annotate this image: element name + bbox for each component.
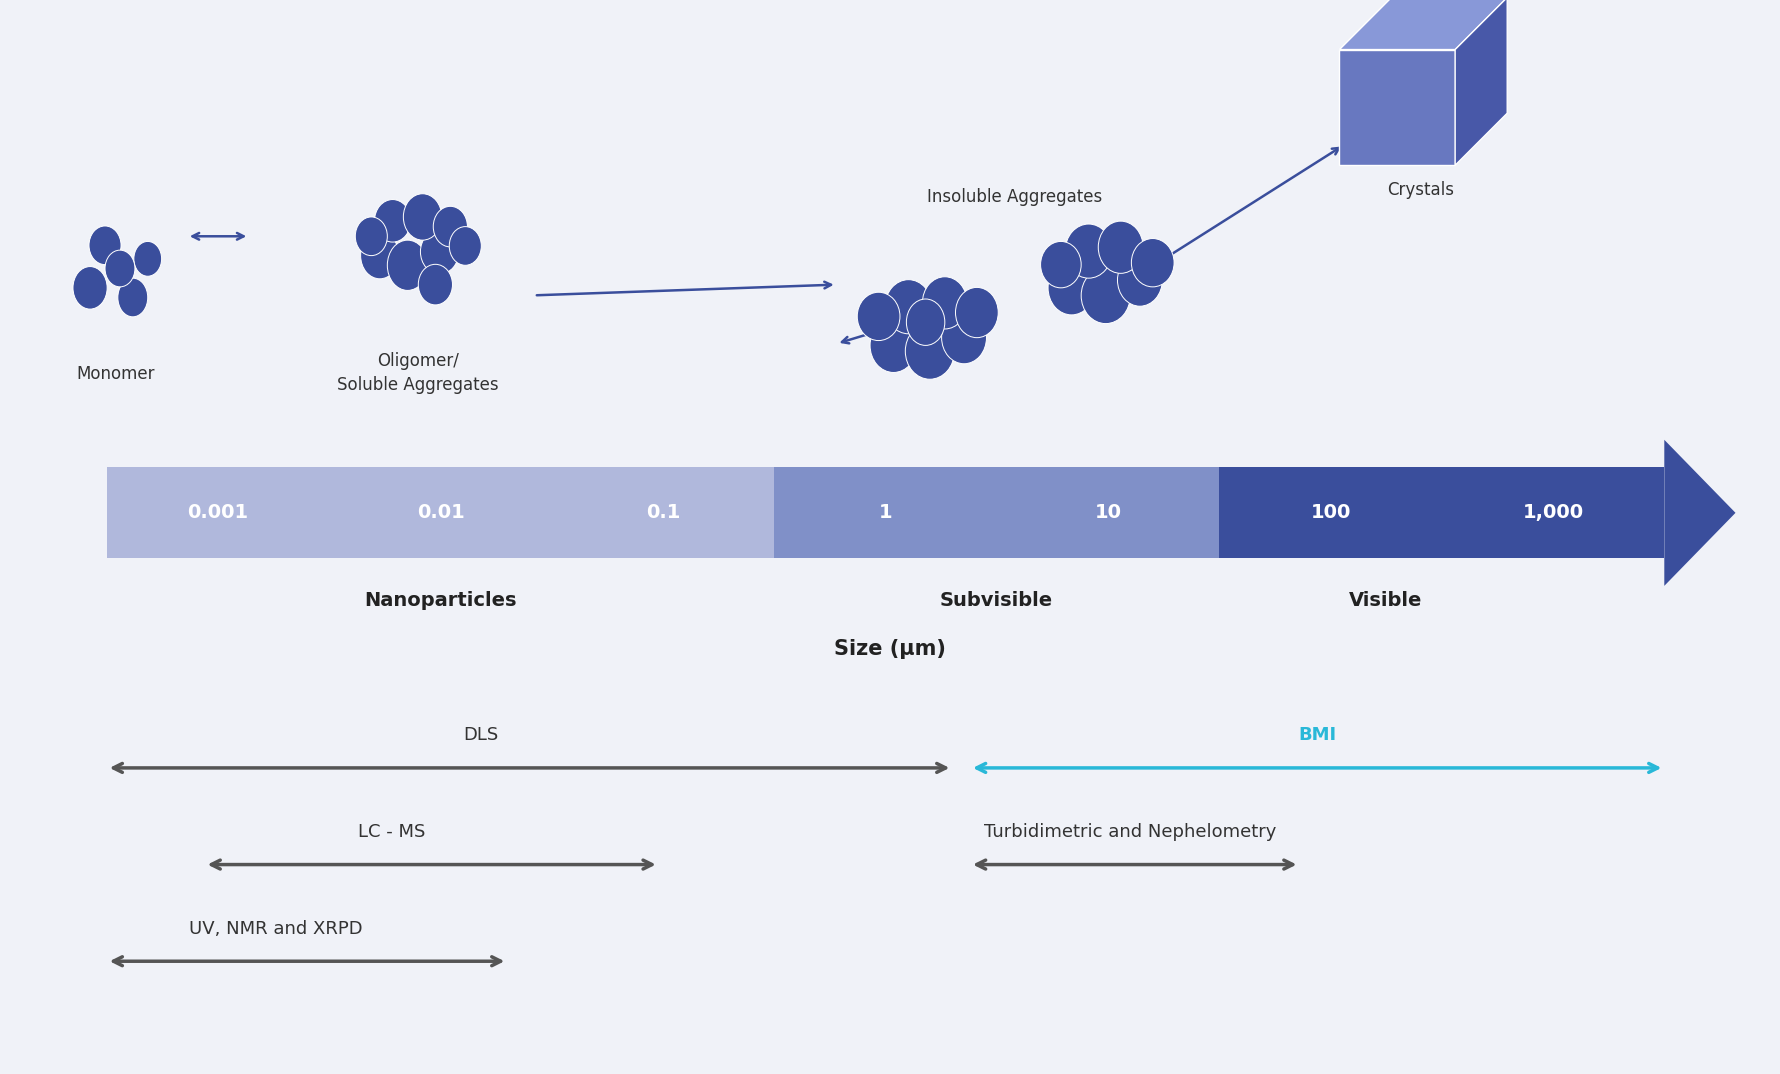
Ellipse shape <box>388 241 427 290</box>
Bar <box>1442 467 1664 558</box>
Ellipse shape <box>1041 242 1080 288</box>
Text: 1: 1 <box>879 504 892 522</box>
Text: Visible: Visible <box>1349 591 1422 610</box>
Text: 0.01: 0.01 <box>417 504 465 522</box>
Ellipse shape <box>1048 261 1095 315</box>
Ellipse shape <box>858 292 901 340</box>
Ellipse shape <box>418 264 452 305</box>
Text: Turbidimetric and Nephelometry: Turbidimetric and Nephelometry <box>984 823 1276 841</box>
Bar <box>1340 49 1456 165</box>
Ellipse shape <box>433 206 468 247</box>
Ellipse shape <box>420 230 459 274</box>
Text: Subvisible: Subvisible <box>940 591 1052 610</box>
Bar <box>1219 467 1442 558</box>
Ellipse shape <box>906 323 954 379</box>
Ellipse shape <box>89 226 121 264</box>
Text: UV, NMR and XRPD: UV, NMR and XRPD <box>189 919 363 938</box>
Text: Insoluble Aggregates: Insoluble Aggregates <box>927 188 1102 206</box>
Ellipse shape <box>1080 267 1130 323</box>
Text: 1,000: 1,000 <box>1522 504 1584 522</box>
Bar <box>329 467 552 558</box>
Ellipse shape <box>922 277 967 329</box>
Ellipse shape <box>1118 253 1162 306</box>
Text: DLS: DLS <box>463 726 498 744</box>
Ellipse shape <box>105 250 135 287</box>
Ellipse shape <box>1098 221 1143 273</box>
Text: Nanoparticles: Nanoparticles <box>363 591 516 610</box>
Text: Size (μm): Size (μm) <box>835 639 945 659</box>
Bar <box>552 467 774 558</box>
Ellipse shape <box>134 242 162 276</box>
Bar <box>107 467 329 558</box>
Polygon shape <box>1456 0 1508 165</box>
Ellipse shape <box>361 232 399 279</box>
Ellipse shape <box>374 200 411 242</box>
Polygon shape <box>1664 440 1736 586</box>
Text: 0.001: 0.001 <box>187 504 249 522</box>
Ellipse shape <box>956 288 999 337</box>
Ellipse shape <box>117 278 148 317</box>
Bar <box>774 467 997 558</box>
Text: Crystals: Crystals <box>1387 182 1454 200</box>
Text: 10: 10 <box>1095 504 1121 522</box>
Ellipse shape <box>870 318 917 373</box>
Ellipse shape <box>1132 238 1175 287</box>
Ellipse shape <box>942 311 986 364</box>
Polygon shape <box>1340 0 1508 49</box>
Ellipse shape <box>885 279 933 334</box>
Ellipse shape <box>404 193 441 241</box>
Text: BMI: BMI <box>1298 726 1337 744</box>
Text: LC - MS: LC - MS <box>358 823 425 841</box>
Ellipse shape <box>356 217 388 256</box>
Ellipse shape <box>73 266 107 309</box>
Ellipse shape <box>449 227 481 265</box>
Bar <box>997 467 1219 558</box>
Text: Monomer: Monomer <box>77 365 155 383</box>
Ellipse shape <box>1064 224 1112 278</box>
Text: 0.1: 0.1 <box>646 504 680 522</box>
Ellipse shape <box>906 299 945 346</box>
Text: 100: 100 <box>1310 504 1351 522</box>
Text: Oligomer/
Soluble Aggregates: Oligomer/ Soluble Aggregates <box>338 352 498 394</box>
